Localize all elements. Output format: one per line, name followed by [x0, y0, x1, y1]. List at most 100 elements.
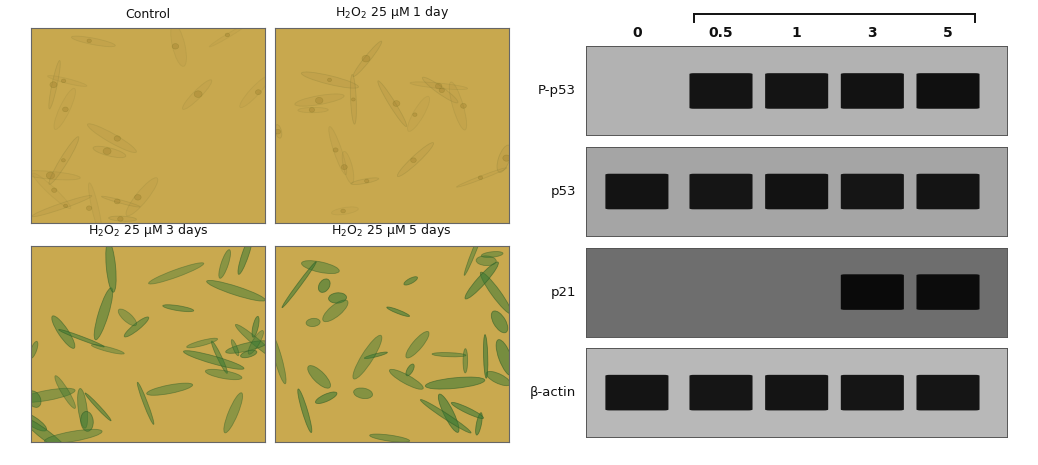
- Circle shape: [47, 172, 55, 179]
- Circle shape: [413, 113, 417, 116]
- Ellipse shape: [364, 352, 387, 359]
- Ellipse shape: [491, 311, 508, 333]
- Ellipse shape: [475, 413, 483, 435]
- Ellipse shape: [187, 338, 218, 348]
- Ellipse shape: [207, 280, 266, 301]
- FancyBboxPatch shape: [689, 375, 753, 411]
- Ellipse shape: [351, 74, 356, 124]
- Ellipse shape: [464, 225, 485, 275]
- Ellipse shape: [109, 216, 136, 221]
- Circle shape: [63, 204, 67, 207]
- Ellipse shape: [55, 376, 76, 408]
- Ellipse shape: [212, 341, 227, 373]
- Ellipse shape: [476, 256, 496, 266]
- Ellipse shape: [486, 372, 511, 385]
- Text: 5: 5: [944, 26, 953, 40]
- Ellipse shape: [206, 369, 242, 379]
- Ellipse shape: [295, 94, 344, 106]
- Ellipse shape: [432, 352, 466, 357]
- Text: 1: 1: [792, 26, 801, 40]
- Ellipse shape: [497, 145, 512, 173]
- Circle shape: [61, 79, 65, 83]
- Ellipse shape: [329, 126, 347, 175]
- Ellipse shape: [94, 288, 113, 340]
- Ellipse shape: [241, 350, 256, 358]
- Ellipse shape: [301, 72, 358, 88]
- Ellipse shape: [353, 335, 382, 379]
- Ellipse shape: [225, 341, 268, 353]
- FancyBboxPatch shape: [917, 375, 980, 411]
- Ellipse shape: [351, 178, 379, 185]
- Circle shape: [327, 78, 331, 82]
- Ellipse shape: [170, 24, 187, 66]
- Ellipse shape: [54, 88, 76, 129]
- Ellipse shape: [48, 76, 87, 86]
- Ellipse shape: [184, 351, 244, 369]
- FancyBboxPatch shape: [689, 174, 753, 209]
- Ellipse shape: [102, 196, 140, 207]
- Circle shape: [61, 159, 65, 162]
- Circle shape: [172, 44, 179, 49]
- Circle shape: [50, 82, 57, 88]
- Ellipse shape: [126, 178, 158, 216]
- Ellipse shape: [27, 391, 40, 407]
- Ellipse shape: [306, 319, 320, 326]
- Ellipse shape: [238, 235, 252, 274]
- Circle shape: [275, 129, 280, 134]
- Circle shape: [333, 148, 338, 152]
- Text: 3: 3: [868, 26, 877, 40]
- Ellipse shape: [316, 392, 337, 404]
- Circle shape: [340, 209, 346, 213]
- Circle shape: [225, 33, 229, 37]
- Ellipse shape: [23, 418, 69, 453]
- Ellipse shape: [45, 429, 102, 443]
- Ellipse shape: [30, 341, 37, 359]
- Text: H$_2$O$_2$ 25 μM 3 days: H$_2$O$_2$ 25 μM 3 days: [87, 222, 209, 239]
- Ellipse shape: [301, 261, 339, 273]
- Ellipse shape: [22, 171, 80, 180]
- Text: β-actin: β-actin: [529, 386, 576, 399]
- Circle shape: [135, 194, 141, 200]
- FancyBboxPatch shape: [917, 174, 980, 209]
- Ellipse shape: [481, 272, 512, 314]
- Ellipse shape: [81, 412, 93, 431]
- Ellipse shape: [323, 300, 348, 322]
- Ellipse shape: [496, 339, 514, 376]
- Ellipse shape: [307, 365, 330, 388]
- Ellipse shape: [49, 60, 60, 109]
- Circle shape: [439, 88, 444, 93]
- Ellipse shape: [93, 146, 126, 158]
- Ellipse shape: [343, 152, 354, 183]
- Ellipse shape: [275, 125, 281, 138]
- FancyBboxPatch shape: [689, 73, 753, 109]
- Ellipse shape: [438, 394, 459, 432]
- Ellipse shape: [465, 262, 498, 299]
- Circle shape: [103, 148, 111, 154]
- Circle shape: [362, 55, 370, 62]
- Circle shape: [309, 107, 315, 112]
- Ellipse shape: [49, 137, 79, 184]
- Ellipse shape: [236, 325, 276, 359]
- Circle shape: [52, 188, 57, 193]
- Circle shape: [461, 103, 466, 108]
- Ellipse shape: [78, 389, 87, 428]
- Circle shape: [194, 91, 202, 98]
- Ellipse shape: [118, 309, 137, 326]
- Circle shape: [364, 179, 368, 183]
- FancyBboxPatch shape: [765, 375, 828, 411]
- Ellipse shape: [163, 305, 194, 312]
- Text: H$_2$O$_2$ 25 μM 1 day: H$_2$O$_2$ 25 μM 1 day: [334, 4, 449, 21]
- FancyBboxPatch shape: [765, 174, 828, 209]
- FancyBboxPatch shape: [917, 73, 980, 109]
- Ellipse shape: [240, 76, 269, 107]
- Ellipse shape: [125, 317, 148, 337]
- Ellipse shape: [298, 107, 328, 113]
- Ellipse shape: [449, 82, 467, 130]
- Circle shape: [86, 206, 91, 211]
- FancyBboxPatch shape: [605, 375, 668, 411]
- Text: 0: 0: [632, 26, 641, 40]
- Ellipse shape: [210, 24, 248, 47]
- Ellipse shape: [248, 331, 264, 354]
- Circle shape: [352, 98, 355, 101]
- Ellipse shape: [106, 242, 116, 292]
